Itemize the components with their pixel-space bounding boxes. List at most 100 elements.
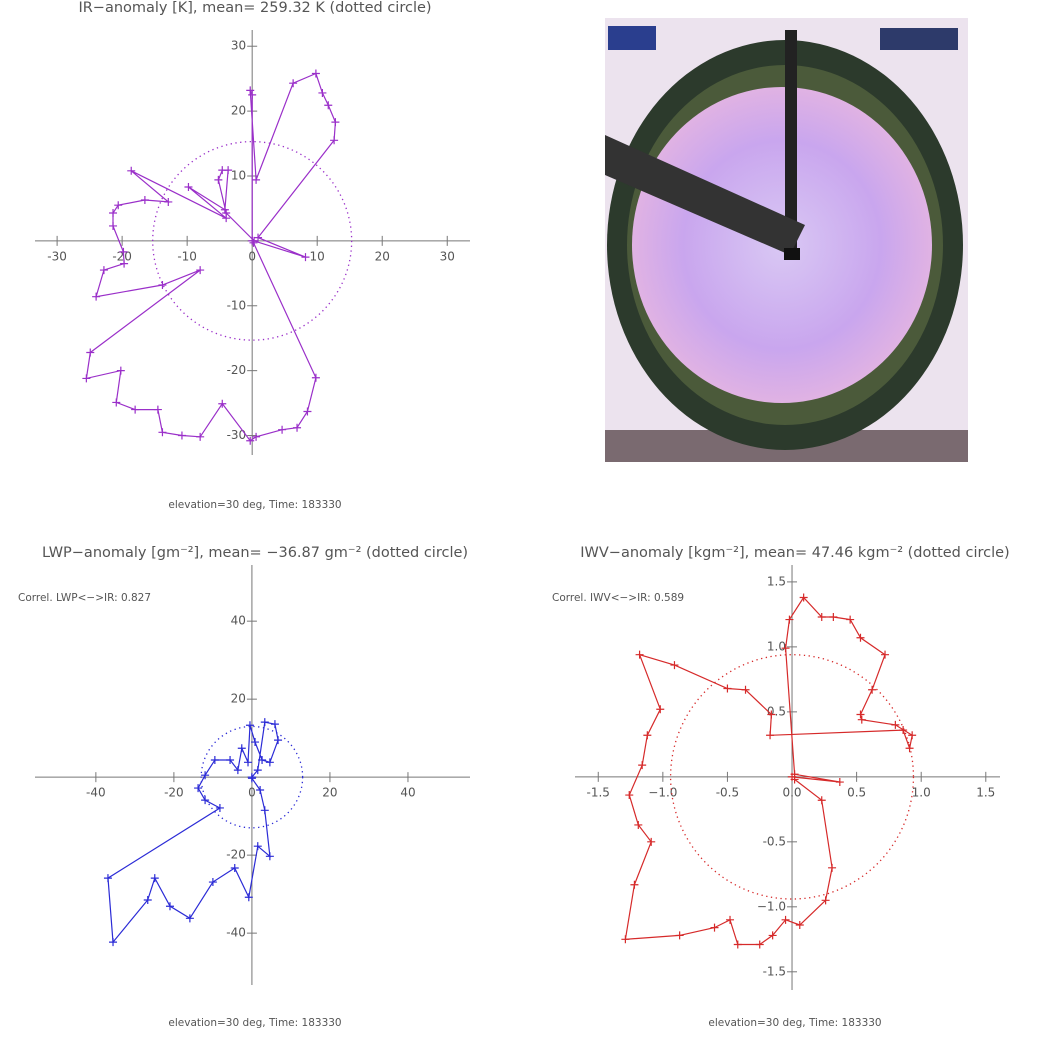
marker — [119, 247, 128, 256]
marker — [253, 766, 262, 775]
x-tick-label: 1.5 — [976, 785, 995, 799]
marker — [165, 902, 174, 911]
marker — [194, 784, 203, 793]
x-tick-label: 20 — [375, 249, 390, 263]
x-tick-label: 0 — [248, 786, 256, 800]
x-tick-label: -20 — [164, 786, 184, 800]
y-tick-label: -20 — [227, 363, 247, 377]
plot: IWV−anomaly [kgm⁻²], mean= 47.46 kgm⁻² (… — [552, 545, 1010, 1029]
y-tick-label: 40 — [231, 614, 246, 628]
x-tick-label: 0.0 — [782, 785, 801, 799]
marker — [220, 205, 229, 214]
marker — [196, 266, 205, 275]
shadow-arm — [785, 30, 797, 260]
marker — [260, 806, 269, 815]
marker — [247, 774, 256, 783]
marker — [828, 863, 837, 872]
chart-title: LWP−anomaly [gm⁻²], mean= −36.87 gm⁻² (d… — [42, 545, 468, 561]
x-tick-label: -40 — [86, 786, 106, 800]
marker — [625, 791, 634, 800]
sky-camera-photo — [605, 18, 968, 462]
y-tick-label: 20 — [231, 692, 246, 706]
y-tick-label: 10 — [231, 168, 246, 182]
y-tick-label: -30 — [227, 428, 247, 442]
marker — [846, 615, 855, 624]
marker — [185, 914, 194, 923]
marker — [270, 720, 279, 729]
marker — [265, 758, 274, 767]
marker — [643, 731, 652, 740]
plot: LWP−anomaly [gm⁻²], mean= −36.87 gm⁻² (d… — [18, 545, 470, 1029]
marker — [670, 661, 679, 670]
marker — [630, 880, 639, 889]
marker — [905, 744, 914, 753]
y-tick-label: 1.5 — [767, 574, 786, 588]
marker — [249, 238, 258, 247]
y-tick-label: −1.0 — [757, 899, 786, 913]
marker — [330, 136, 339, 145]
marker — [675, 931, 684, 940]
annotation: Correl. LWP<−>IR: 0.827 — [18, 592, 151, 604]
y-tick-label: 1.0 — [767, 639, 786, 653]
marker — [868, 685, 877, 694]
marker — [143, 895, 152, 904]
marker — [881, 650, 890, 659]
marker — [224, 166, 233, 175]
y-tick-label: 30 — [231, 39, 246, 53]
marker — [303, 407, 312, 416]
marker — [184, 183, 193, 192]
y-tick-label: -40 — [226, 926, 246, 940]
x-tick-label: -0.5 — [716, 785, 739, 799]
x-tick-label: 1.0 — [912, 785, 931, 799]
data-line — [107, 721, 279, 944]
marker — [265, 852, 274, 861]
y-tick-label: -10 — [227, 298, 247, 312]
plot: IR−anomaly [K], mean= 259.32 K (dotted c… — [35, 0, 470, 511]
marker — [766, 731, 775, 740]
marker — [856, 633, 865, 642]
footer: elevation=30 deg, Time: 183330 — [168, 1017, 341, 1029]
y-tick-label: 20 — [231, 104, 246, 118]
marker — [733, 940, 742, 949]
marker — [755, 940, 764, 949]
y-tick-label: -1.5 — [763, 964, 786, 978]
marker — [120, 259, 129, 268]
marker — [208, 878, 217, 887]
marker — [726, 915, 735, 924]
marker — [857, 715, 866, 724]
marker — [293, 423, 302, 432]
logo-left — [608, 26, 656, 50]
marker — [256, 786, 265, 795]
x-tick-label: 10 — [310, 249, 325, 263]
marker — [767, 710, 776, 719]
marker — [99, 266, 108, 275]
marker — [131, 405, 140, 414]
marker — [196, 432, 205, 441]
marker — [781, 644, 790, 653]
marker — [635, 650, 644, 659]
marker — [244, 893, 253, 902]
y-tick-label: -0.5 — [763, 834, 786, 848]
marker — [218, 399, 227, 408]
marker — [215, 803, 224, 812]
y-tick-label: -20 — [226, 848, 246, 862]
marker — [109, 208, 118, 217]
marker — [741, 685, 750, 694]
marker — [790, 775, 799, 784]
marker — [112, 398, 121, 407]
marker — [248, 90, 257, 99]
marker — [109, 938, 118, 947]
marker — [116, 366, 125, 375]
x-tick-label: 0.5 — [847, 785, 866, 799]
marker — [301, 253, 310, 262]
x-tick-label: -30 — [47, 249, 67, 263]
marker — [230, 864, 239, 873]
marker — [253, 842, 262, 851]
marker — [908, 731, 917, 740]
marker — [318, 88, 327, 97]
marker — [226, 755, 235, 764]
marker — [140, 196, 149, 204]
footer: elevation=30 deg, Time: 183330 — [168, 499, 341, 511]
marker — [127, 166, 136, 175]
marker — [252, 432, 261, 441]
